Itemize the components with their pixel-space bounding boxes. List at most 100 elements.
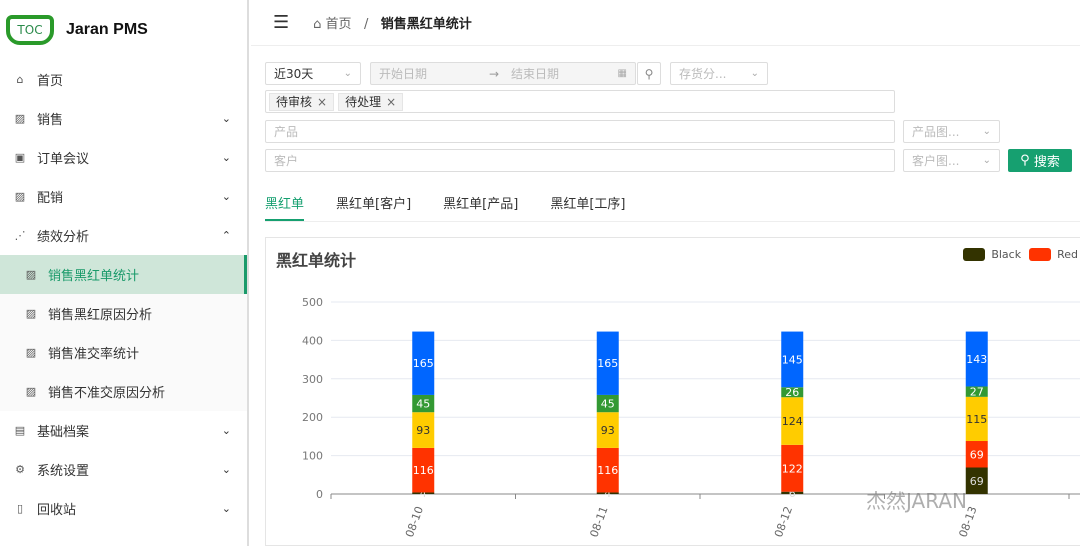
- sidebar-item-label: 销售准交率统计: [48, 347, 140, 362]
- chevron-icon: ⌄: [221, 151, 231, 164]
- search-label: 搜索: [1033, 155, 1060, 170]
- data-label: 69: [970, 448, 984, 461]
- product-input[interactable]: 产品: [265, 120, 895, 143]
- logo-icon: TOC: [6, 15, 54, 45]
- sidebar-item[interactable]: ⚙ 系统设置 ⌄: [0, 450, 247, 489]
- bar-segment[interactable]: [412, 331, 435, 395]
- data-label: 165: [597, 357, 618, 370]
- date-range-input[interactable]: 开始日期 → 结束日期 ▦: [370, 62, 636, 85]
- customer-input[interactable]: 客户: [265, 149, 895, 172]
- sidebar-item[interactable]: ▨ 销售准交率统计: [0, 333, 247, 372]
- sidebar-item-label: 销售: [37, 113, 64, 128]
- sidebar-item-label: 绩效分析: [37, 230, 90, 245]
- bar-segment[interactable]: [781, 331, 804, 388]
- sidebar-item[interactable]: ▨ 销售黑红原因分析: [0, 294, 247, 333]
- chevron-icon: ⌃: [221, 229, 231, 242]
- book-icon: ▤: [14, 424, 26, 437]
- bar-segment[interactable]: [412, 394, 435, 413]
- collapse-menu-icon[interactable]: ☰: [273, 12, 290, 33]
- bar-segment[interactable]: [781, 491, 804, 494]
- bar-segment[interactable]: [596, 492, 619, 494]
- data-label: 145: [782, 353, 803, 366]
- legend-swatch[interactable]: [963, 248, 986, 261]
- sidebar-item[interactable]: ▨ 销售黑红单统计: [0, 255, 247, 294]
- calendar-icon: ▣: [14, 151, 26, 164]
- trash-icon: ▯: [16, 502, 24, 515]
- close-icon[interactable]: ×: [386, 94, 397, 109]
- breadcrumb-home[interactable]: 首页: [325, 17, 352, 32]
- sidebar-item[interactable]: ▨ 配销 ⌄: [0, 177, 247, 216]
- tag-label: 待处理: [345, 94, 382, 109]
- tab[interactable]: 黑红单[客户]: [336, 197, 412, 212]
- tab[interactable]: 黑红单[产品]: [443, 197, 519, 212]
- bar-segment[interactable]: [965, 441, 988, 468]
- end-date[interactable]: 结束日期: [511, 67, 560, 81]
- start-date[interactable]: 开始日期: [379, 67, 428, 81]
- chart-icon: ▨: [25, 307, 37, 320]
- bar-segment[interactable]: [781, 444, 804, 492]
- y-tick-label: 400: [302, 334, 323, 347]
- bar-segment[interactable]: [596, 447, 619, 493]
- data-label: 115: [966, 413, 987, 426]
- bar-segment[interactable]: [412, 447, 435, 493]
- calendar-icon: ▦: [617, 68, 627, 79]
- sidebar-item-label: 订单会议: [37, 152, 90, 167]
- search-icon[interactable]: ⚲: [637, 62, 661, 85]
- stock-select[interactable]: 存货分... ⌄: [670, 62, 768, 85]
- chevron-icon: ⌄: [221, 424, 231, 437]
- bar-segment[interactable]: [781, 387, 804, 398]
- customer-placeholder: 客户: [274, 154, 299, 168]
- sidebar-item[interactable]: ▨ 销售不准交原因分析: [0, 372, 247, 411]
- chart-legend: Black Red: [955, 248, 1078, 261]
- sidebar-item-label: 销售黑红单统计: [48, 269, 140, 284]
- search-button[interactable]: ⚲ 搜索: [1008, 149, 1072, 172]
- sidebar-item-label: 系统设置: [37, 464, 90, 479]
- chart-icon: ▨: [25, 385, 37, 398]
- chevron-icon: ⌄: [221, 112, 231, 125]
- customer-image-select[interactable]: 客户图... ⌄: [903, 149, 1000, 172]
- bar-segment[interactable]: [965, 331, 988, 387]
- bar-segment[interactable]: [412, 412, 435, 448]
- data-label: 122: [782, 462, 803, 475]
- bar-segment[interactable]: [965, 467, 988, 494]
- period-select[interactable]: 近30天 ⌄: [265, 62, 361, 85]
- y-tick-label: 100: [302, 450, 323, 463]
- chart-icon: ▨: [25, 268, 37, 281]
- legend-label[interactable]: Black: [991, 248, 1022, 261]
- close-icon[interactable]: ×: [317, 94, 328, 109]
- sidebar-item[interactable]: ▯ 回收站 ⌄: [0, 489, 247, 528]
- data-label: 116: [413, 464, 434, 477]
- sidebar-item-label: 回收站: [37, 503, 77, 518]
- sidebar-item[interactable]: ⋰ 绩效分析 ⌃: [0, 216, 247, 255]
- sidebar-item-label: 销售不准交原因分析: [48, 386, 166, 401]
- bar-segment[interactable]: [781, 397, 804, 445]
- x-tick-label: 08-12: [772, 505, 795, 539]
- data-label: 116: [597, 464, 618, 477]
- sidebar-item[interactable]: ⌂ 首页: [0, 60, 247, 99]
- status-tags-input[interactable]: 待审核 × 待处理 ×: [265, 90, 895, 113]
- bar-segment[interactable]: [596, 331, 619, 395]
- data-label: 4: [604, 487, 611, 500]
- product-image-select[interactable]: 产品图... ⌄: [903, 120, 1000, 143]
- tab[interactable]: 黑红单[工序]: [550, 197, 626, 212]
- chevron-icon: ⌄: [221, 190, 231, 203]
- topbar: ☰ ⌂ 首页 / 销售黑红单统计: [251, 0, 1080, 46]
- legend-label[interactable]: Red: [1057, 248, 1078, 261]
- sidebar: TOC Jaran PMS ⌂ 首页 ▨ 销售 ⌄ ▣ 订单会议 ⌄ ▨ 配销 ⌄ ⋰ 绩效分析 ⌃ ▨ 销…: [0, 0, 249, 546]
- bar-segment[interactable]: [412, 492, 435, 494]
- bar-segment[interactable]: [596, 394, 619, 413]
- bar-segment[interactable]: [965, 386, 988, 397]
- y-tick-label: 300: [302, 373, 323, 386]
- legend-swatch[interactable]: [1029, 248, 1052, 261]
- sidebar-item[interactable]: ▤ 基础档案 ⌄: [0, 411, 247, 450]
- bar-segment[interactable]: [596, 412, 619, 448]
- chart-icon: ▨: [25, 346, 37, 359]
- data-label: 26: [785, 386, 799, 399]
- data-label: 93: [601, 424, 615, 437]
- sidebar-item[interactable]: ▣ 订单会议 ⌄: [0, 138, 247, 177]
- sidebar-item[interactable]: ▨ 销售 ⌄: [0, 99, 247, 138]
- main: ☰ ⌂ 首页 / 销售黑红单统计 近30天 ⌄ 开始日期 → 结束日期 ▦ ⚲ 存…: [251, 0, 1080, 546]
- chart-card: 0 100 200 300 400 500 08-10 4 116 93 45 165 08-11 4 11…: [265, 237, 1080, 546]
- bar-segment[interactable]: [965, 396, 988, 442]
- tab[interactable]: 黑红单: [265, 186, 305, 221]
